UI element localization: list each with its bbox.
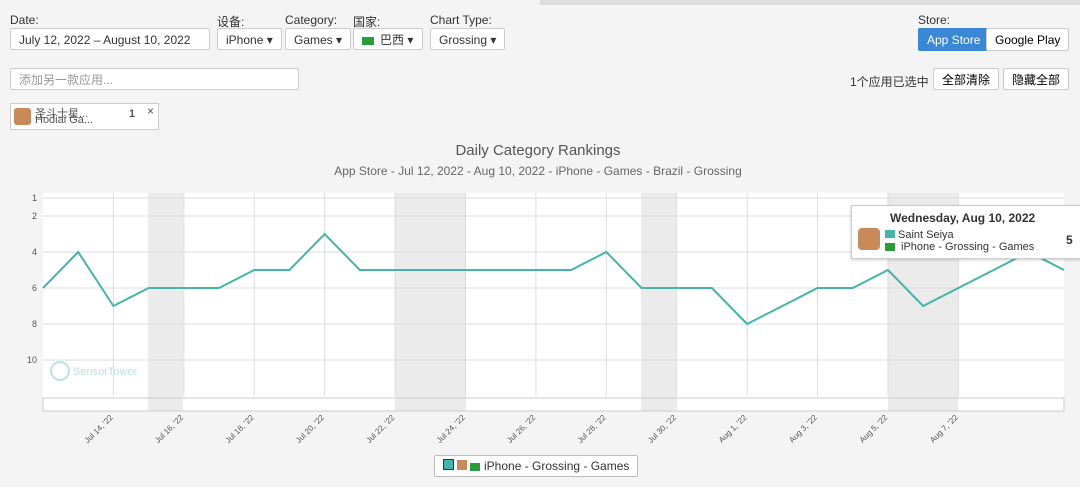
app-icon: [14, 108, 31, 125]
watermark-logo: [50, 361, 70, 381]
app-name: 圣斗士星...: [35, 108, 89, 120]
navigator: [42, 397, 1065, 412]
weekend-band: [148, 193, 183, 411]
chart-type-value: Grossing: [439, 33, 488, 47]
chart-title: Daily Category Rankings: [455, 142, 620, 159]
series-line: [42, 232, 1065, 326]
tooltip-icon: [858, 228, 880, 250]
x-tick-label: Jul 22, '22: [365, 413, 397, 445]
tooltip-value: 5: [1066, 233, 1073, 247]
x-tick-label: Jul 16, '22: [153, 413, 185, 445]
x-tick-label: Aug 3, '22: [787, 413, 819, 445]
device-dropdown[interactable]: iPhone ▾: [217, 28, 282, 50]
x-tick-label: Jul 20, '22: [294, 413, 326, 445]
selection-status: 1个应用已选中: [850, 75, 929, 89]
clear-all-button[interactable]: 全部清除: [933, 68, 1000, 90]
chart-type-dropdown[interactable]: Grossing ▾: [430, 28, 506, 50]
date-label: Date:: [10, 13, 39, 27]
x-tick-label: Aug 5, '22: [858, 413, 890, 445]
x-tick-label: Jul 26, '22: [505, 413, 537, 445]
app-publisher: Hodiai Ga...: [35, 114, 94, 126]
y-tick-label: 6: [32, 283, 37, 293]
chart-subtitle: App Store - Jul 12, 2022 - Aug 10, 2022 …: [334, 164, 742, 178]
tooltip: Wednesday, Aug 10, 2022 Saint Seiya iPho…: [851, 205, 1080, 259]
weekend-band: [641, 193, 677, 411]
y-tick-label: 8: [32, 319, 37, 329]
watermark: SensorTower: [73, 366, 138, 378]
tooltip-app-name: Saint Seiya: [898, 229, 954, 241]
x-tick-label: Jul 24, '22: [435, 413, 467, 445]
tooltip-series-name: iPhone - Grossing - Games: [901, 241, 1035, 253]
app-count: 1: [129, 108, 136, 120]
store-button[interactable]: App Store: [918, 28, 990, 51]
remove-button[interactable]: ×: [147, 104, 155, 118]
category-label: Category:: [285, 13, 338, 27]
x-tick-label: Jul 18, '22: [224, 413, 256, 445]
device-label: 设备:: [217, 15, 245, 29]
y-tick-label: 2: [32, 211, 37, 221]
legend-label: iPhone - Grossing - Games: [484, 459, 630, 473]
x-tick-label: Jul 30, '22: [646, 413, 678, 445]
country-dropdown[interactable]: 巴西 ▾: [353, 28, 423, 50]
y-tick-label: 1: [32, 193, 37, 203]
store-label: Store:: [918, 13, 951, 27]
x-tick-label: Jul 28, '22: [576, 413, 608, 445]
country-label: 国家:: [353, 15, 381, 29]
x-tick-label: Aug 1, '22: [717, 413, 749, 445]
device-value: iPhone: [226, 33, 264, 47]
search-input[interactable]: 添加另一款应用...: [10, 68, 299, 90]
search-placeholder: 添加另一款应用...: [19, 73, 114, 87]
tooltip-date: Wednesday, Aug 10, 2022: [890, 211, 1036, 225]
store-button[interactable]: Google Play: [986, 28, 1070, 51]
weekend-band: [395, 193, 466, 411]
date-value: July 12, 2022 – August 10, 2022: [19, 33, 191, 47]
x-tick-label: Aug 7, '22: [928, 413, 960, 445]
tooltip-series: iPhone - Grossing - Games: [885, 241, 1034, 253]
app-chip[interactable]: 圣斗士星... Hodiai Ga... 1 ×: [10, 103, 159, 130]
category-value: Games: [294, 33, 333, 47]
tooltip-app: Saint Seiya: [885, 229, 954, 241]
date-picker[interactable]: July 12, 2022 – August 10, 2022: [10, 28, 210, 50]
x-tick-label: Jul 14, '22: [83, 413, 115, 445]
legend[interactable]: iPhone - Grossing - Games: [434, 455, 639, 477]
top-strip: [540, 0, 1080, 5]
y-tick-label: 10: [27, 355, 37, 365]
hide-all-button[interactable]: 隐藏全部: [1003, 68, 1070, 90]
country-value: 巴西: [380, 33, 405, 47]
category-dropdown[interactable]: Games ▾: [285, 28, 352, 50]
y-tick-label: 4: [32, 247, 37, 257]
chart-type-label: Chart Type:: [430, 13, 492, 27]
